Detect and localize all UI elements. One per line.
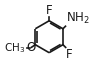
- Text: F: F: [46, 4, 52, 17]
- Text: O: O: [26, 41, 36, 54]
- Text: CH$_3$: CH$_3$: [4, 41, 25, 55]
- Text: NH$_2$: NH$_2$: [66, 11, 90, 26]
- Text: F: F: [66, 48, 73, 61]
